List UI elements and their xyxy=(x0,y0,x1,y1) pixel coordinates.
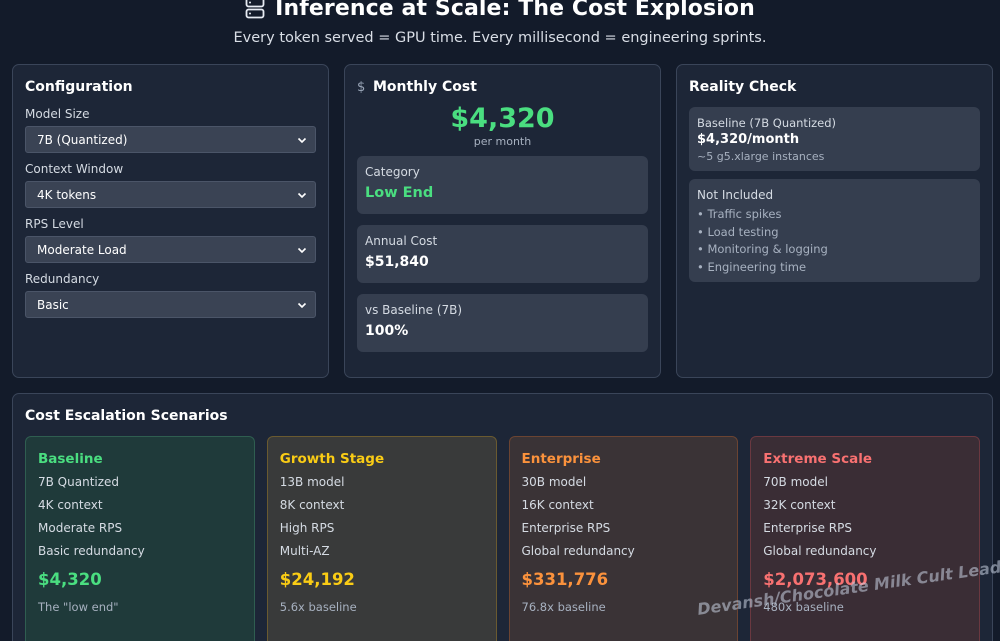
model-size-value: 7B (Quantized) xyxy=(37,132,128,147)
annual-cost-label: Annual Cost xyxy=(365,234,438,248)
dollar-icon: $ xyxy=(357,79,366,95)
cost-escalation-panel: Cost Escalation Scenarios Baseline 7B Qu… xyxy=(12,393,993,641)
annual-cost-value: $51,840 xyxy=(365,254,429,270)
context-window-value: 4K tokens xyxy=(37,187,97,202)
scenario-name: Extreme Scale xyxy=(763,451,872,467)
monthly-cost-panel: $ Monthly Cost $4,320 per month Category… xyxy=(344,64,661,378)
scenario-cost: $4,320 xyxy=(38,570,102,589)
scenario-note: 5.6x baseline xyxy=(279,600,357,614)
category-value: Low End xyxy=(365,185,434,201)
rps-level-field: RPS Level Moderate Load xyxy=(25,217,316,263)
monthly-cost-value: $4,320 xyxy=(450,103,555,134)
scenario-cost: $2,073,600 xyxy=(763,570,868,589)
scenario-name: Growth Stage xyxy=(279,451,385,467)
list-item: • Engineering time xyxy=(697,259,807,274)
list-item: • Load testing xyxy=(697,224,779,239)
scenario-name: Enterprise xyxy=(521,451,601,467)
redundancy-select[interactable]: Basic xyxy=(25,291,316,318)
vs-baseline-box: vs Baseline (7B) 100% xyxy=(357,294,648,352)
scenario-spec: 8K context xyxy=(279,498,345,512)
scenario-note: 480x baseline xyxy=(763,600,844,614)
rps-level-label: RPS Level xyxy=(25,217,84,231)
vs-baseline-value: 100% xyxy=(365,323,409,339)
model-size-label: Model Size xyxy=(25,107,90,121)
scenario-spec: 7B Quantized xyxy=(38,475,120,489)
scenario-spec: 32K context xyxy=(763,498,836,512)
configuration-panel: Configuration Model Size 7B (Quantized) … xyxy=(12,64,329,378)
monthly-cost-header: $ Monthly Cost xyxy=(357,79,648,95)
context-window-field: Context Window 4K tokens xyxy=(25,162,316,208)
chevron-down-icon xyxy=(297,137,307,143)
model-size-field: Model Size 7B (Quantized) xyxy=(25,107,316,153)
not-included-list: • Traffic spikes • Load testing • Monito… xyxy=(697,206,972,276)
scenario-note: 76.8x baseline xyxy=(521,600,606,614)
scenario-cost: $331,776 xyxy=(521,570,609,589)
scenario-spec: 70B model xyxy=(763,475,828,489)
server-icon xyxy=(245,0,265,19)
page-title: Inference at Scale: The Cost Explosion xyxy=(275,0,755,21)
scenario-spec: 16K context xyxy=(521,498,594,512)
baseline-label: Baseline (7B Quantized) xyxy=(697,116,837,130)
scenario-name: Baseline xyxy=(38,451,103,467)
scenario-spec: 4K context xyxy=(38,498,103,512)
page-subtitle: Every token served = GPU time. Every mil… xyxy=(233,30,767,46)
configuration-title: Configuration xyxy=(25,79,133,95)
scenario-spec: 30B model xyxy=(521,475,587,489)
scenario-card-extreme-scale: Extreme Scale 70B model 32K context Ente… xyxy=(750,436,980,641)
scenario-card-baseline: Baseline 7B Quantized 4K context Moderat… xyxy=(25,436,255,641)
scenario-spec: 13B model xyxy=(279,475,345,489)
scenario-cards: Baseline 7B Quantized 4K context Moderat… xyxy=(25,436,980,641)
annual-cost-box: Annual Cost $51,840 xyxy=(357,225,648,283)
scenario-spec: High RPS xyxy=(279,521,335,535)
vs-baseline-label: vs Baseline (7B) xyxy=(365,303,463,317)
baseline-note: ~5 g5.xlarge instances xyxy=(697,150,825,163)
redundancy-field: Redundancy Basic xyxy=(25,272,316,318)
redundancy-value: Basic xyxy=(37,297,69,312)
scenario-spec: Basic redundancy xyxy=(38,544,145,558)
chevron-down-icon xyxy=(297,247,307,253)
chevron-down-icon xyxy=(297,302,307,308)
not-included-label: Not Included xyxy=(697,188,774,202)
context-window-select[interactable]: 4K tokens xyxy=(25,181,316,208)
list-item: • Traffic spikes xyxy=(697,207,782,221)
scenario-spec: Moderate RPS xyxy=(38,521,123,535)
baseline-box: Baseline (7B Quantized) $4,320/month ~5 … xyxy=(689,107,980,171)
baseline-value: $4,320/month xyxy=(697,132,800,147)
reality-check-title: Reality Check xyxy=(689,79,797,95)
rps-level-value: Moderate Load xyxy=(37,242,127,257)
per-month-label: per month xyxy=(473,135,532,148)
scenario-card-growth-stage: Growth Stage 13B model 8K context High R… xyxy=(266,436,497,641)
scenario-spec: Enterprise RPS xyxy=(763,521,852,535)
scenario-card-enterprise: Enterprise 30B model 16K context Enterpr… xyxy=(508,436,739,641)
scenario-note: The "low end" xyxy=(38,600,119,614)
scenario-spec: Global redundancy xyxy=(763,544,877,558)
reality-check-panel: Reality Check Baseline (7B Quantized) $4… xyxy=(676,64,993,378)
category-label: Category xyxy=(365,165,420,179)
rps-level-select[interactable]: Moderate Load xyxy=(25,236,316,263)
model-size-select[interactable]: 7B (Quantized) xyxy=(25,126,316,153)
monthly-cost-title: Monthly Cost xyxy=(373,79,477,95)
page-header: Inference at Scale: The Cost Explosion E… xyxy=(0,0,1000,46)
category-box: Category Low End xyxy=(357,156,648,214)
cost-escalation-title: Cost Escalation Scenarios xyxy=(25,408,228,424)
scenario-cost: $24,192 xyxy=(279,570,355,589)
not-included-box: Not Included • Traffic spikes • Load tes… xyxy=(689,179,980,282)
list-item: • Monitoring & logging xyxy=(697,242,828,256)
context-window-label: Context Window xyxy=(25,162,124,176)
scenario-spec: Global redundancy xyxy=(521,544,635,558)
scenario-spec: Enterprise RPS xyxy=(521,521,611,535)
redundancy-label: Redundancy xyxy=(25,272,100,286)
chevron-down-icon xyxy=(297,192,307,198)
scenario-spec: Multi-AZ xyxy=(279,544,330,558)
